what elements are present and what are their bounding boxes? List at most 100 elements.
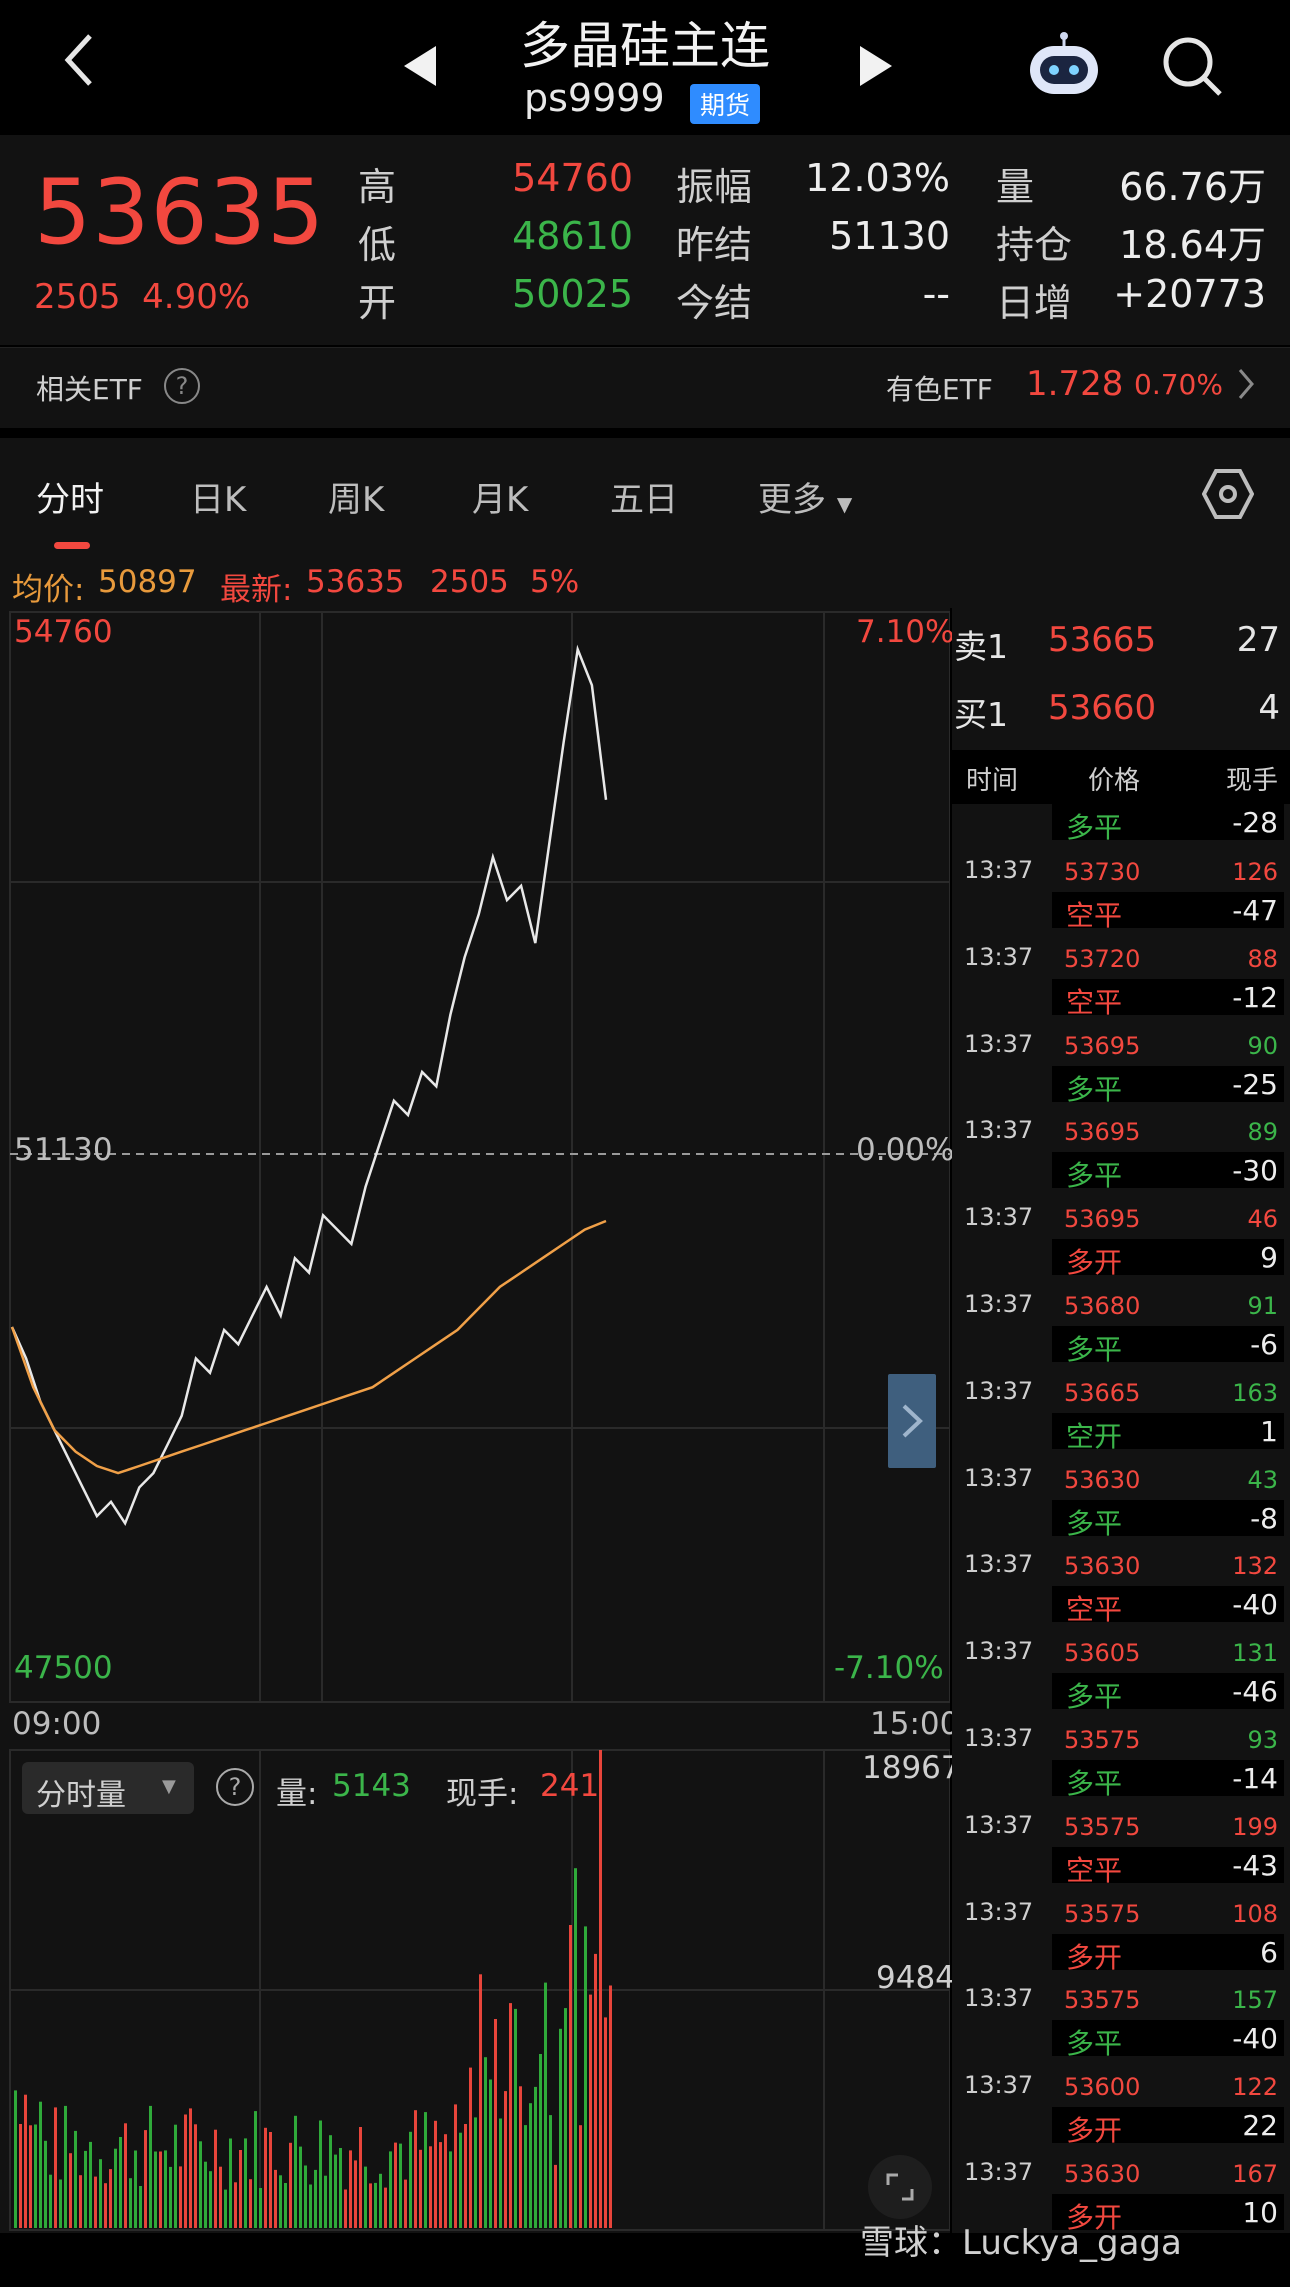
help-icon[interactable]: ? bbox=[216, 1768, 254, 1806]
volume-bar bbox=[19, 2124, 22, 2228]
trade-hand: -30 bbox=[1232, 1154, 1278, 1188]
current-hand-label: 现手: bbox=[446, 1776, 519, 1812]
trade-type: 多平 bbox=[1066, 811, 1123, 844]
volume-bar bbox=[474, 2117, 477, 2228]
volume-bar bbox=[539, 2054, 542, 2228]
volume-bar bbox=[184, 2114, 187, 2228]
expand-panel-handle[interactable] bbox=[888, 1374, 936, 1468]
etf-name: 有色ETF bbox=[886, 373, 993, 406]
volume-bar bbox=[209, 2171, 212, 2228]
volume-bar bbox=[329, 2135, 332, 2228]
trade-type: 多平 bbox=[1066, 1159, 1123, 1193]
trade-type: 空平 bbox=[1066, 1853, 1123, 1887]
latest-value: 53635 bbox=[306, 564, 405, 600]
stat-label-low: 低 bbox=[358, 223, 397, 267]
volume-bar bbox=[504, 2091, 507, 2228]
help-icon[interactable]: ? bbox=[164, 368, 200, 404]
trade-hand: -8 bbox=[1250, 1501, 1278, 1535]
trade-volume: 90 bbox=[1247, 1031, 1278, 1060]
trade-time: 13:37 bbox=[964, 1550, 1034, 1579]
robot-assistant-icon[interactable] bbox=[1026, 30, 1102, 102]
trade-price: 53605 bbox=[1064, 1639, 1141, 1668]
volume-bar bbox=[109, 2169, 112, 2228]
tab-weekly-k[interactable]: 周K bbox=[328, 480, 385, 520]
volume-bar bbox=[529, 2103, 532, 2228]
related-etf-bar[interactable]: 相关ETF ? 有色ETF 1.728 0.70% bbox=[0, 347, 1290, 428]
fullscreen-button[interactable] bbox=[868, 2155, 932, 2219]
volume-bar bbox=[14, 2090, 17, 2228]
volume-bar bbox=[364, 2166, 367, 2228]
avg-price-label: 均价: bbox=[12, 572, 85, 608]
back-icon[interactable] bbox=[60, 30, 100, 90]
trade-time: 13:37 bbox=[964, 1897, 1034, 1926]
trade-row: 13:37 53730 126 空平 -47 bbox=[952, 852, 1290, 938]
avg-price-line bbox=[10, 1219, 607, 1475]
volume-bar bbox=[124, 2123, 127, 2228]
top-bar: 多晶硅主连 ps9999 期货 bbox=[0, 0, 1290, 135]
trade-hand: 9 bbox=[1260, 1241, 1278, 1275]
volume-bar bbox=[484, 2057, 487, 2228]
trade-price: 53665 bbox=[1064, 1378, 1141, 1407]
next-arrow-icon[interactable] bbox=[856, 44, 896, 92]
tab-monthly-k[interactable]: 月K bbox=[472, 480, 529, 520]
volume-bar bbox=[379, 2173, 382, 2228]
volume-bar bbox=[279, 2175, 282, 2228]
trade-type: 多平 bbox=[1066, 1506, 1123, 1540]
trade-row: 13:37 53695 89 多平 -30 bbox=[952, 1112, 1290, 1198]
volume-bar bbox=[84, 2150, 87, 2228]
trade-time: 13:37 bbox=[964, 1029, 1034, 1058]
trade-detail: 多平 -8 bbox=[1052, 1499, 1284, 1540]
ask-price: 53665 bbox=[1048, 620, 1157, 660]
stat-value-daily-increase: +20773 bbox=[1113, 272, 1266, 316]
tab-more[interactable]: 更多 ▼ bbox=[758, 472, 852, 521]
volume-selector[interactable]: 分时量 ▼ bbox=[22, 1762, 194, 1814]
volume-bar bbox=[69, 2153, 72, 2228]
trade-detail: 多平 -14 bbox=[1052, 1760, 1284, 1800]
trade-row: 13:37 53720 88 空平 -12 bbox=[952, 939, 1290, 1025]
trade-time: 13:37 bbox=[964, 1376, 1034, 1405]
stat-value-low: 48610 bbox=[512, 214, 633, 258]
volume-bar bbox=[239, 2150, 242, 2228]
symbol-code: ps9999 bbox=[524, 76, 665, 120]
stat-value-amplitude: 12.03% bbox=[805, 156, 950, 200]
volume-bar bbox=[584, 1926, 587, 2228]
volume-bar bbox=[544, 1982, 547, 2228]
volume-bar bbox=[429, 2146, 432, 2228]
volume-bar bbox=[159, 2151, 162, 2228]
trade-row: 13:37 53665 163 空开 1 bbox=[952, 1373, 1290, 1459]
tab-five-day[interactable]: 五日 bbox=[610, 480, 678, 520]
volume-bar bbox=[119, 2137, 122, 2228]
settings-icon[interactable] bbox=[1201, 468, 1255, 524]
trade-price: 53730 bbox=[1064, 858, 1141, 886]
chevron-right-icon[interactable] bbox=[1236, 366, 1256, 406]
stat-value-volume: 66.76万 bbox=[1119, 165, 1266, 209]
order-book-panel: 卖1 53665 27 买1 53660 4 时间 价格 现手 多平 -28 1… bbox=[952, 608, 1290, 2234]
trade-volume: 89 bbox=[1247, 1118, 1278, 1147]
volume-bar bbox=[409, 2131, 412, 2228]
tab-intraday[interactable]: 分时 bbox=[36, 480, 104, 520]
volume-bar bbox=[434, 2120, 437, 2228]
volume-bar bbox=[394, 2142, 397, 2228]
trade-volume: 199 bbox=[1232, 1812, 1278, 1841]
trade-price: 53695 bbox=[1064, 1118, 1141, 1147]
tab-daily-k[interactable]: 日K bbox=[190, 480, 247, 520]
time-axis-start: 09:00 bbox=[12, 1706, 102, 1742]
trade-time: 13:37 bbox=[964, 1637, 1034, 1666]
search-icon[interactable] bbox=[1160, 34, 1224, 102]
trade-detail: 多平 -6 bbox=[1052, 1326, 1284, 1366]
volume-bar bbox=[59, 2179, 62, 2228]
trade-volume: 163 bbox=[1232, 1378, 1278, 1407]
chart-area: 54760 7.10% 51130 0.00% 47500 -7.10% 09:… bbox=[0, 608, 961, 2233]
price-change: 2505 4.90% bbox=[34, 277, 250, 317]
chart-grid bbox=[9, 611, 950, 2231]
pct-axis-low: -7.10% bbox=[834, 1650, 944, 1686]
volume-bar bbox=[509, 2003, 512, 2228]
latest-label: 最新: bbox=[220, 572, 293, 608]
volume-bar bbox=[574, 1868, 577, 2228]
last-price: 53635 bbox=[34, 160, 326, 265]
prev-arrow-icon[interactable] bbox=[400, 44, 440, 92]
volume-bar bbox=[89, 2141, 92, 2228]
volume-bar bbox=[259, 2188, 262, 2228]
volume-bar bbox=[34, 2124, 37, 2228]
volume-bar bbox=[554, 2164, 557, 2228]
